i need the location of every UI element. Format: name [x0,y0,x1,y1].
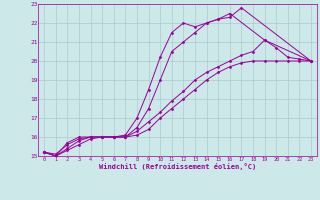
X-axis label: Windchill (Refroidissement éolien,°C): Windchill (Refroidissement éolien,°C) [99,163,256,170]
